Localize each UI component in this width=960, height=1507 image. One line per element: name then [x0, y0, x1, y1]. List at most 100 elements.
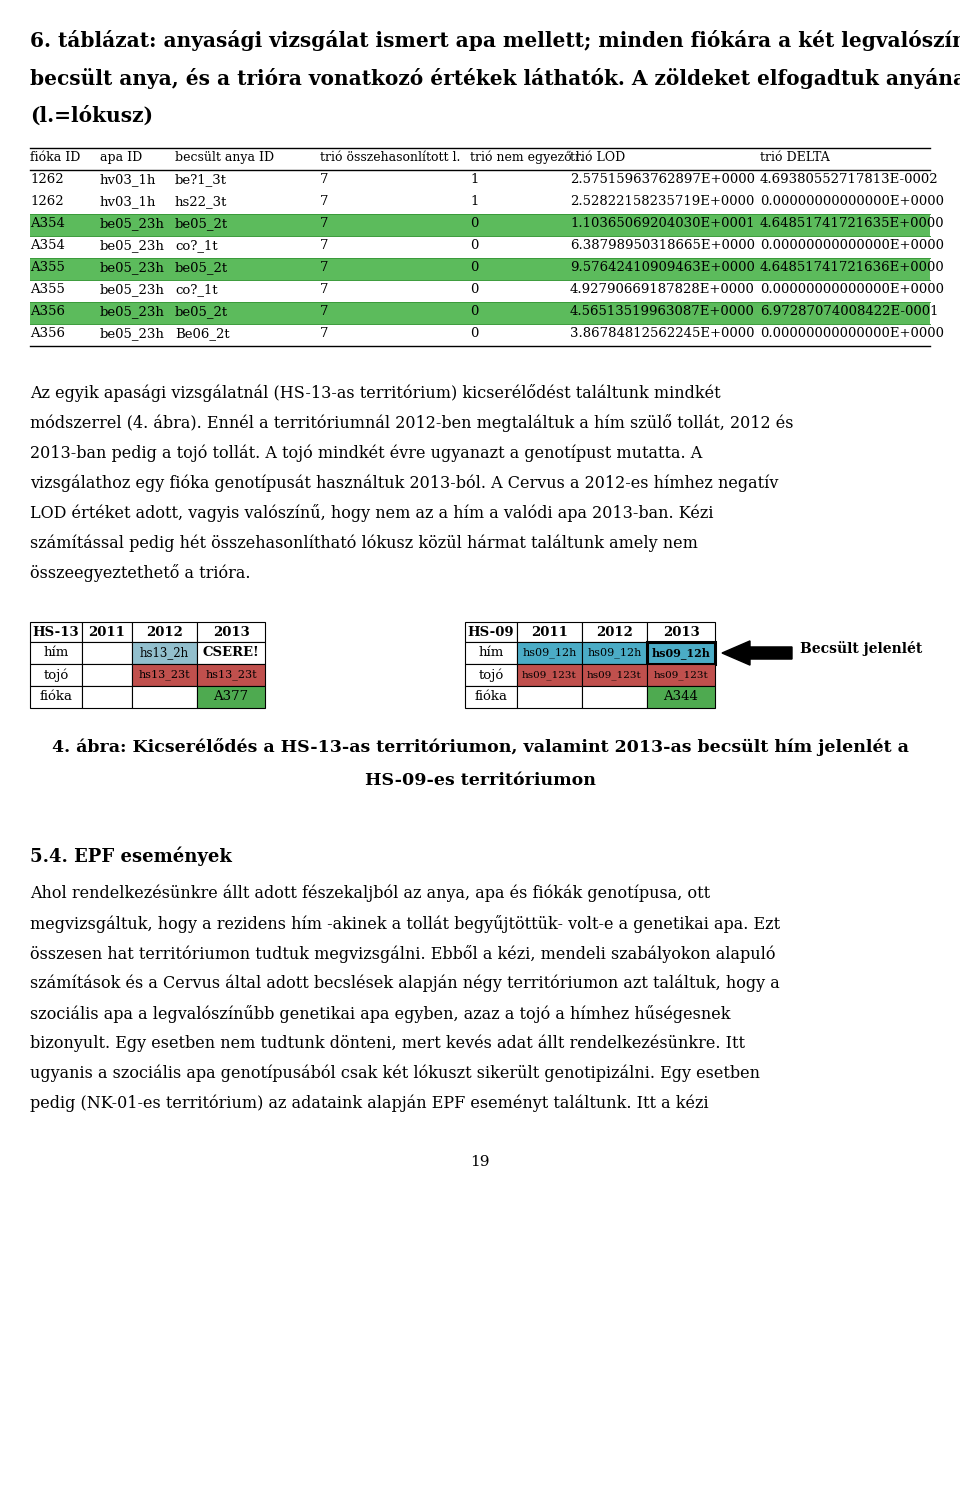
Text: 3.86784812562245E+0000: 3.86784812562245E+0000	[570, 327, 755, 341]
Text: hs09_12h: hs09_12h	[652, 647, 710, 659]
Bar	[517, 665, 582, 686]
Text: 1: 1	[470, 173, 478, 185]
Bar	[465, 665, 517, 686]
Text: be05_2t: be05_2t	[175, 217, 228, 231]
Text: hs13_23t: hs13_23t	[138, 669, 190, 680]
Text: be05_23h: be05_23h	[100, 240, 165, 252]
Text: be05_23h: be05_23h	[100, 217, 165, 231]
Bar	[30, 214, 930, 237]
Text: be05_23h: be05_23h	[100, 261, 165, 274]
Text: trió nem egyező l.: trió nem egyező l.	[470, 151, 584, 164]
Text: becsült anya ID: becsült anya ID	[175, 151, 275, 164]
Text: A355: A355	[30, 283, 65, 295]
Text: hím: hím	[478, 647, 504, 660]
Text: be05_2t: be05_2t	[175, 304, 228, 318]
Text: 4. ábra: Kicserélődés a HS-13-as territóriumon, valamint 2013-as becsült hím jel: 4. ábra: Kicserélődés a HS-13-as territó…	[52, 738, 908, 757]
Text: 4.69380552717813E-0002: 4.69380552717813E-0002	[760, 173, 939, 185]
Bar	[517, 686, 582, 708]
Text: be05_23h: be05_23h	[100, 304, 165, 318]
Text: Be06_2t: Be06_2t	[175, 327, 229, 341]
Bar	[30, 258, 930, 280]
Text: HS-13: HS-13	[33, 625, 80, 639]
Bar	[647, 642, 715, 665]
Text: 2011: 2011	[531, 625, 568, 639]
Text: tojó: tojó	[43, 668, 68, 681]
Text: hs13_23t: hs13_23t	[205, 669, 257, 680]
Text: 1262: 1262	[30, 173, 63, 185]
Text: 7: 7	[320, 283, 328, 295]
Text: számítások és a Cervus által adott becslések alapján négy territóriumon azt talá: számítások és a Cervus által adott becsl…	[30, 975, 780, 993]
Bar	[465, 686, 517, 708]
Bar	[30, 301, 930, 324]
Text: be05_23h: be05_23h	[100, 327, 165, 341]
Text: hs09_123t: hs09_123t	[588, 671, 642, 680]
Text: 1.10365069204030E+0001: 1.10365069204030E+0001	[570, 217, 755, 231]
Text: tojó: tojó	[478, 668, 504, 681]
Text: 1262: 1262	[30, 194, 63, 208]
Text: 0: 0	[470, 217, 478, 231]
Text: apa ID: apa ID	[100, 151, 142, 164]
Text: Becsült jelenlét: Becsült jelenlét	[800, 640, 923, 656]
FancyArrow shape	[722, 640, 792, 665]
Bar	[582, 622, 647, 642]
Text: 6.97287074008422E-0001: 6.97287074008422E-0001	[760, 304, 939, 318]
Text: hs13_2h: hs13_2h	[140, 647, 189, 660]
Text: 7: 7	[320, 217, 328, 231]
Text: trió összehasonlított l.: trió összehasonlított l.	[320, 151, 461, 164]
Text: be05_2t: be05_2t	[175, 261, 228, 274]
Bar	[517, 642, 582, 665]
Text: 5.4. EPF események: 5.4. EPF események	[30, 847, 232, 867]
Text: HS-09: HS-09	[468, 625, 515, 639]
Text: 2013: 2013	[212, 625, 250, 639]
Text: A355: A355	[30, 261, 65, 274]
Text: megvizsgáltuk, hogy a rezidens hím -akinek a tollát begyűjtöttük- volt-e a genet: megvizsgáltuk, hogy a rezidens hím -akin…	[30, 915, 780, 933]
Text: 7: 7	[320, 304, 328, 318]
Bar	[132, 686, 197, 708]
Text: trió LOD: trió LOD	[570, 151, 625, 164]
Bar	[582, 665, 647, 686]
Bar	[197, 642, 265, 665]
Bar	[465, 622, 517, 642]
Text: A377: A377	[213, 690, 249, 704]
Bar	[132, 622, 197, 642]
Text: fióka: fióka	[474, 690, 508, 704]
Text: fióka ID: fióka ID	[30, 151, 81, 164]
Bar	[82, 642, 132, 665]
Text: hím: hím	[43, 647, 68, 660]
Text: hs09_123t: hs09_123t	[654, 671, 708, 680]
Text: összeegyeztethető a trióra.: összeegyeztethető a trióra.	[30, 564, 251, 582]
Text: A356: A356	[30, 304, 65, 318]
Text: 0: 0	[470, 283, 478, 295]
Bar	[582, 686, 647, 708]
Text: 4.64851741721635E+0000: 4.64851741721635E+0000	[760, 217, 945, 231]
Bar	[517, 622, 582, 642]
Text: becsült anya, és a trióra vonatkozó értékek láthatók. A zöldeket elfogadtuk anyá: becsült anya, és a trióra vonatkozó érté…	[30, 68, 960, 89]
Bar	[132, 665, 197, 686]
Text: 2012: 2012	[146, 625, 183, 639]
Bar	[82, 622, 132, 642]
Text: A354: A354	[30, 217, 65, 231]
Text: CSERE!: CSERE!	[203, 647, 259, 660]
Text: 0: 0	[470, 327, 478, 341]
Bar	[647, 665, 715, 686]
Text: hs09_12h: hs09_12h	[522, 648, 577, 659]
Text: (l.=lókusz): (l.=lókusz)	[30, 105, 153, 127]
Bar	[647, 686, 715, 708]
Text: 7: 7	[320, 194, 328, 208]
Text: 2013-ban pedig a tojó tollát. A tojó mindkét évre ugyanazt a genotípust mutatta.: 2013-ban pedig a tojó tollát. A tojó min…	[30, 445, 703, 461]
Bar	[582, 642, 647, 665]
Text: hv03_1h: hv03_1h	[100, 194, 156, 208]
Text: 4.92790669187828E+0000: 4.92790669187828E+0000	[570, 283, 755, 295]
Text: 1: 1	[470, 194, 478, 208]
Text: be05_23h: be05_23h	[100, 283, 165, 295]
Text: 7: 7	[320, 327, 328, 341]
Text: 0.00000000000000E+0000: 0.00000000000000E+0000	[760, 194, 944, 208]
Text: 0: 0	[470, 240, 478, 252]
Text: összesen hat territóriumon tudtuk megvizsgálni. Ebből a kézi, mendeli szabályoko: összesen hat territóriumon tudtuk megviz…	[30, 945, 776, 963]
Text: A354: A354	[30, 240, 65, 252]
Text: 2011: 2011	[88, 625, 126, 639]
Text: szociális apa a legvalószínűbb genetikai apa egyben, azaz a tojó a hímhez hűsége: szociális apa a legvalószínűbb genetikai…	[30, 1005, 731, 1023]
Text: A344: A344	[663, 690, 699, 704]
Text: 0.00000000000000E+0000: 0.00000000000000E+0000	[760, 283, 944, 295]
Bar	[82, 686, 132, 708]
